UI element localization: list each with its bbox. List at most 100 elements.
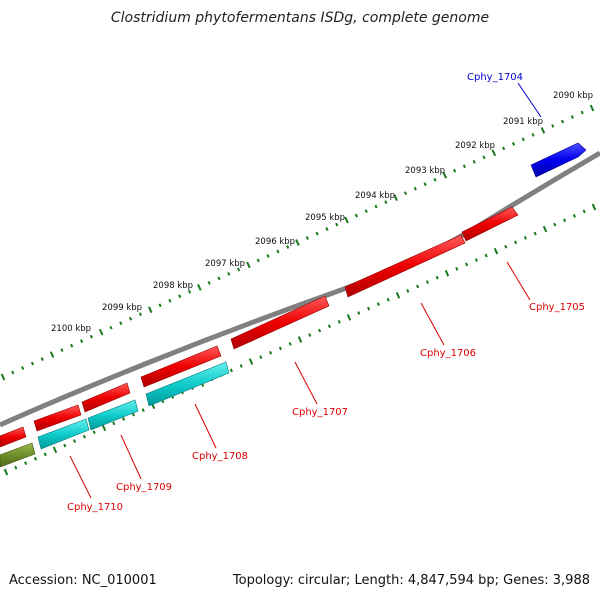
scale-ticks-upper bbox=[0, 104, 595, 381]
gene-label-cphy-1705[interactable]: Cphy_1705 bbox=[529, 302, 585, 313]
gene-feature-cphy-1704[interactable] bbox=[530, 142, 587, 178]
scale-tick-upper bbox=[491, 149, 497, 157]
scale-tick-lower bbox=[455, 266, 459, 271]
scale-label: 2098 kbp bbox=[153, 281, 193, 291]
gene-feature-partial[interactable] bbox=[0, 426, 27, 448]
gene-feature-cphy-1707[interactable] bbox=[230, 295, 330, 350]
scale-tick-lower bbox=[141, 408, 145, 413]
scale-tick-lower bbox=[239, 364, 243, 368]
leader-cphy-1710 bbox=[69, 455, 92, 499]
leader-cphy-1704 bbox=[517, 82, 542, 118]
reverse-feature-2[interactable] bbox=[87, 399, 139, 431]
gene-label-cphy-1707[interactable]: Cphy_1707 bbox=[292, 407, 348, 418]
scale-tick-upper bbox=[589, 104, 595, 112]
scale-tick-upper bbox=[452, 168, 457, 173]
scale-tick-upper bbox=[276, 249, 280, 254]
scale-tick-lower bbox=[553, 222, 557, 227]
gene-feature-cphy-1710[interactable] bbox=[33, 404, 82, 432]
map-title: Clostridium phytofermentans ISDg, comple… bbox=[110, 10, 490, 26]
scale-tick-lower bbox=[269, 350, 273, 355]
scale-label: 2095 kbp bbox=[305, 213, 345, 223]
scale-tick-upper bbox=[266, 254, 270, 258]
scale-tick-upper bbox=[246, 261, 251, 269]
gene-labels: Cphy_1704 Cphy_1705 Cphy_1706 Cphy_1707 … bbox=[67, 72, 585, 513]
scale-tick-upper bbox=[531, 133, 535, 137]
gene-label-cphy-1704[interactable]: Cphy_1704 bbox=[467, 72, 523, 83]
scale-tick-lower bbox=[24, 461, 28, 466]
scale-tick-upper bbox=[60, 348, 64, 352]
scale-tick-lower bbox=[484, 253, 488, 258]
gene-feature-cphy-1709[interactable] bbox=[81, 382, 131, 413]
scale-tick-upper bbox=[393, 194, 398, 201]
scale-tick-upper bbox=[374, 204, 378, 209]
scale-tick-upper bbox=[109, 325, 113, 330]
scale-tick-upper bbox=[11, 370, 15, 375]
scale-tick-lower bbox=[572, 213, 576, 218]
scale-tick-upper bbox=[433, 177, 437, 182]
gene-label-cphy-1710[interactable]: Cphy_1710 bbox=[67, 502, 123, 513]
scale-label: 2092 kbp bbox=[455, 141, 495, 151]
leader-cphy-1706 bbox=[420, 302, 445, 346]
scale-tick-upper bbox=[580, 110, 584, 115]
reverse-feature-1[interactable] bbox=[145, 361, 230, 407]
genome-summary: Topology: circular; Length: 4,847,594 bp… bbox=[232, 573, 590, 588]
scale-tick-lower bbox=[278, 346, 282, 351]
scale-label: 2090 kbp bbox=[553, 91, 593, 101]
leader-cphy-1708 bbox=[194, 403, 217, 449]
scale-tick-upper bbox=[21, 366, 25, 370]
scale-tick-upper bbox=[217, 276, 221, 281]
scale-tick-upper bbox=[197, 284, 202, 291]
scale-tick-upper bbox=[315, 231, 319, 236]
scale-label: 2097 kbp bbox=[205, 259, 245, 269]
scale-tick-upper bbox=[256, 258, 260, 263]
gene-feature-cphy-1708[interactable] bbox=[140, 345, 222, 388]
reverse-feature-olive[interactable] bbox=[0, 442, 36, 468]
scale-tick-upper bbox=[168, 298, 172, 303]
scale-label: 2096 kbp bbox=[255, 237, 295, 247]
scale-tick-lower bbox=[229, 368, 233, 373]
scale-tick-lower bbox=[297, 336, 303, 343]
gene-label-cphy-1708[interactable]: Cphy_1708 bbox=[192, 451, 248, 462]
scale-tick-upper bbox=[502, 146, 506, 151]
scale-tick-upper bbox=[30, 361, 35, 366]
scale-tick-lower bbox=[591, 203, 597, 211]
scale-tick-upper bbox=[560, 119, 565, 124]
scale-tick-upper bbox=[364, 209, 368, 213]
scale-tick-upper bbox=[70, 343, 74, 348]
scale-tick-upper bbox=[227, 272, 231, 276]
scale-tick-upper bbox=[521, 137, 525, 142]
scale-tick-lower bbox=[14, 465, 18, 470]
gene-feature-cphy-1706[interactable] bbox=[344, 234, 466, 298]
gene-feature-cphy-1705[interactable] bbox=[461, 206, 519, 242]
scale-tick-lower bbox=[82, 434, 86, 439]
gene-label-cphy-1706[interactable]: Cphy_1706 bbox=[420, 348, 476, 359]
scale-tick-lower bbox=[337, 319, 341, 324]
scale-tick-upper bbox=[207, 280, 211, 285]
scale-tick-lower bbox=[248, 358, 254, 365]
reverse-feature-3[interactable] bbox=[37, 418, 90, 450]
scale-tick-lower bbox=[533, 231, 537, 236]
leader-cphy-1709 bbox=[120, 434, 142, 480]
scale-tick-lower bbox=[406, 289, 410, 293]
scale-label: 2091 kbp bbox=[503, 117, 543, 127]
scale-tick-upper bbox=[325, 227, 329, 231]
scale-tick-upper bbox=[482, 155, 486, 160]
scale-tick-upper bbox=[148, 306, 153, 314]
scale-label: 2094 kbp bbox=[355, 191, 395, 201]
scale-tick-upper bbox=[49, 351, 55, 358]
scale-tick-upper bbox=[79, 339, 84, 344]
scale-tick-lower bbox=[474, 258, 478, 262]
scale-tick-lower bbox=[425, 280, 429, 284]
scale-tick-lower bbox=[346, 314, 352, 321]
label-leader-lines bbox=[69, 82, 542, 499]
scale-tick-upper bbox=[40, 357, 44, 361]
scale-tick-upper bbox=[89, 334, 93, 339]
scale-tick-lower bbox=[318, 328, 322, 333]
accession-label: Accession: NC_010001 bbox=[9, 573, 157, 588]
gene-label-cphy-1709[interactable]: Cphy_1709 bbox=[116, 482, 172, 493]
scale-ticks-lower bbox=[3, 203, 597, 476]
scale-tick-lower bbox=[3, 468, 9, 476]
scale-tick-upper bbox=[187, 289, 192, 294]
scale-tick-upper bbox=[305, 236, 309, 240]
leader-cphy-1705 bbox=[506, 261, 531, 301]
